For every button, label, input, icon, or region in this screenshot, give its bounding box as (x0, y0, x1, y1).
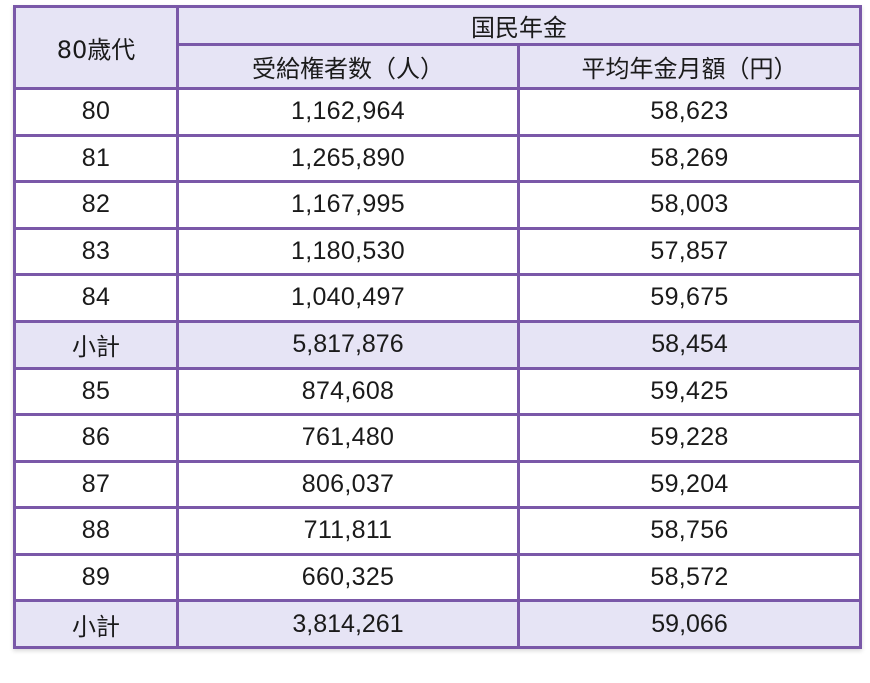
age-cell: 85 (13, 366, 179, 416)
avg-monthly-subtotal: 59,066 (517, 599, 862, 649)
age-cell: 86 (13, 413, 179, 463)
avg-monthly-cell: 59,425 (517, 366, 862, 416)
avg-monthly-cell: 58,756 (517, 506, 862, 556)
age-cell: 88 (13, 506, 179, 556)
table-row: 86 761,480 59,228 (13, 413, 862, 463)
recipients-cell: 761,480 (176, 413, 520, 463)
recipients-cell: 1,265,890 (176, 133, 520, 183)
recipients-subtotal: 5,817,876 (176, 319, 520, 370)
subtotal-label: 小計 (13, 319, 179, 370)
age-cell: 84 (13, 273, 179, 323)
recipients-cell: 806,037 (176, 459, 520, 509)
recipients-cell: 1,167,995 (176, 180, 520, 230)
subtotal-label: 小計 (13, 599, 179, 649)
avg-monthly-cell: 58,572 (517, 552, 862, 602)
recipients-cell: 1,180,530 (176, 226, 520, 276)
table-row: 87 806,037 59,204 (13, 459, 862, 509)
age-cell: 82 (13, 180, 179, 230)
table-row: 83 1,180,530 57,857 (13, 226, 862, 276)
age-cell: 80 (13, 87, 179, 137)
table-row: 82 1,167,995 58,003 (13, 180, 862, 230)
avg-monthly-cell: 59,675 (517, 273, 862, 323)
recipients-cell: 660,325 (176, 552, 520, 602)
age-cell: 89 (13, 552, 179, 602)
avg-monthly-cell: 59,204 (517, 459, 862, 509)
age-cell: 87 (13, 459, 179, 509)
recipients-cell: 1,040,497 (176, 273, 520, 323)
recipients-cell: 874,608 (176, 366, 520, 416)
subtotal-row: 小計 3,814,261 59,066 (13, 599, 862, 649)
table-row: 88 711,811 58,756 (13, 506, 862, 556)
avg-monthly-cell: 57,857 (517, 226, 862, 276)
avg-monthly-column-header: 平均年金月額（円） (517, 43, 862, 90)
recipients-column-header: 受給権者数（人） (176, 43, 520, 90)
table-row: 80 1,162,964 58,623 (13, 87, 862, 137)
age-group-header: 80歳代 (13, 5, 179, 90)
avg-monthly-cell: 58,623 (517, 87, 862, 137)
table-row: 84 1,040,497 59,675 (13, 273, 862, 323)
avg-monthly-cell: 58,003 (517, 180, 862, 230)
table-row: 81 1,265,890 58,269 (13, 133, 862, 183)
recipients-cell: 1,162,964 (176, 87, 520, 137)
recipients-subtotal: 3,814,261 (176, 599, 520, 649)
pension-table: 80歳代 国民年金 受給権者数（人） 平均年金月額（円） 80 1,162,96… (13, 5, 862, 649)
table-row: 89 660,325 58,572 (13, 552, 862, 602)
avg-monthly-subtotal: 58,454 (517, 319, 862, 370)
recipients-cell: 711,811 (176, 506, 520, 556)
subtotal-row: 小計 5,817,876 58,454 (13, 319, 862, 370)
national-pension-header: 国民年金 (176, 5, 862, 46)
avg-monthly-cell: 58,269 (517, 133, 862, 183)
age-cell: 81 (13, 133, 179, 183)
age-cell: 83 (13, 226, 179, 276)
table-row: 85 874,608 59,425 (13, 366, 862, 416)
avg-monthly-cell: 59,228 (517, 413, 862, 463)
